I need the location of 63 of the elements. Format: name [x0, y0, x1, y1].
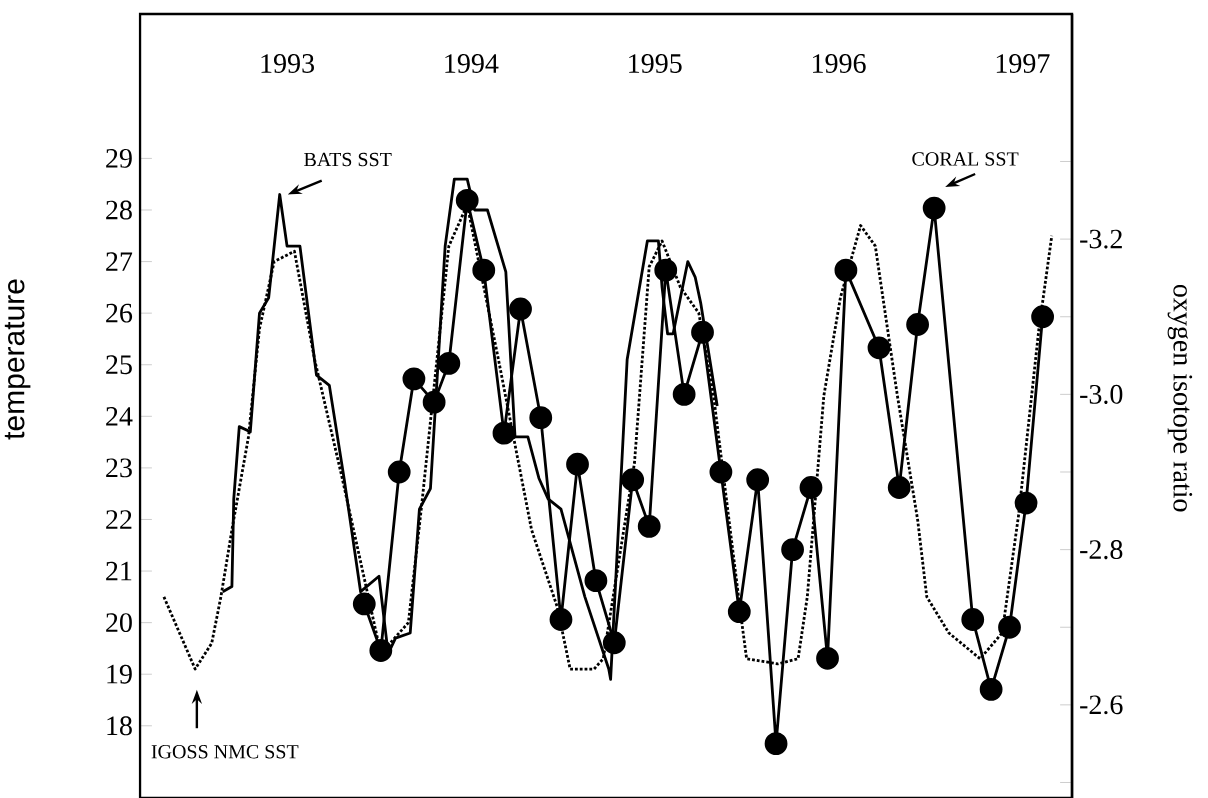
x-tick-label: 1993: [261, 54, 314, 73]
point: [369, 639, 393, 662]
point: [727, 600, 751, 624]
y-tick-label: 25: [106, 355, 132, 375]
y2-tick-label: -2.8: [1080, 540, 1123, 560]
point: [566, 452, 589, 476]
point: [402, 367, 426, 391]
point: [961, 608, 985, 631]
point: [781, 538, 804, 562]
point: [637, 514, 661, 538]
x-tick-label: 1996: [813, 54, 866, 73]
point: [906, 313, 929, 336]
point: [672, 382, 696, 406]
point: [455, 188, 479, 212]
annotation: BATS SST: [304, 152, 392, 167]
y-tick-label: 29: [106, 149, 132, 168]
y-tick-label: 22: [106, 510, 132, 529]
point: [472, 258, 496, 282]
point: [621, 468, 645, 492]
point: [691, 320, 714, 344]
y-tick-label: 23: [106, 458, 132, 478]
annotation: CORAL SST: [912, 152, 1019, 166]
point: [549, 608, 573, 631]
point: [979, 677, 1003, 701]
y2-tick-label: -3.2: [1080, 229, 1122, 249]
point: [509, 297, 532, 321]
point: [799, 476, 823, 499]
annotation: IGOSS NMC SST: [151, 745, 299, 759]
y-tick-label: 19: [107, 664, 132, 684]
point: [764, 732, 788, 756]
point: [602, 631, 626, 655]
point: [816, 646, 839, 670]
y2-tick-label: -3.0: [1080, 384, 1123, 404]
y-tick-label: 28: [106, 200, 132, 220]
point: [387, 460, 411, 484]
y-axis-title: temperature: [4, 279, 31, 440]
y-tick-label: 21: [106, 561, 132, 581]
point: [1014, 491, 1038, 515]
point: [529, 406, 553, 430]
x-tick-label: 1995: [629, 54, 682, 73]
point: [352, 592, 376, 616]
point: [422, 390, 446, 414]
x-tick-label: 1994: [445, 54, 499, 73]
point: [834, 258, 858, 282]
y2-tick-label: -2.6: [1080, 695, 1123, 715]
point: [654, 258, 678, 282]
point: [867, 336, 891, 360]
point: [922, 196, 946, 220]
point: [998, 615, 1021, 639]
point: [492, 421, 516, 445]
point: [437, 351, 461, 375]
point: [1031, 305, 1055, 329]
point: [887, 476, 911, 499]
y-tick-label: 24: [106, 407, 133, 426]
y-tick-label: 20: [106, 613, 132, 633]
point: [746, 468, 770, 492]
y-tick-label: 27: [106, 252, 133, 271]
point: [709, 460, 733, 484]
x-tick-label: 1997: [996, 54, 1050, 73]
point: [584, 569, 608, 593]
y-tick-label: 18: [107, 716, 132, 736]
y-tick-label: 26: [106, 303, 133, 323]
y2-axis-title: oxygen isotope ratio: [1167, 284, 1193, 512]
